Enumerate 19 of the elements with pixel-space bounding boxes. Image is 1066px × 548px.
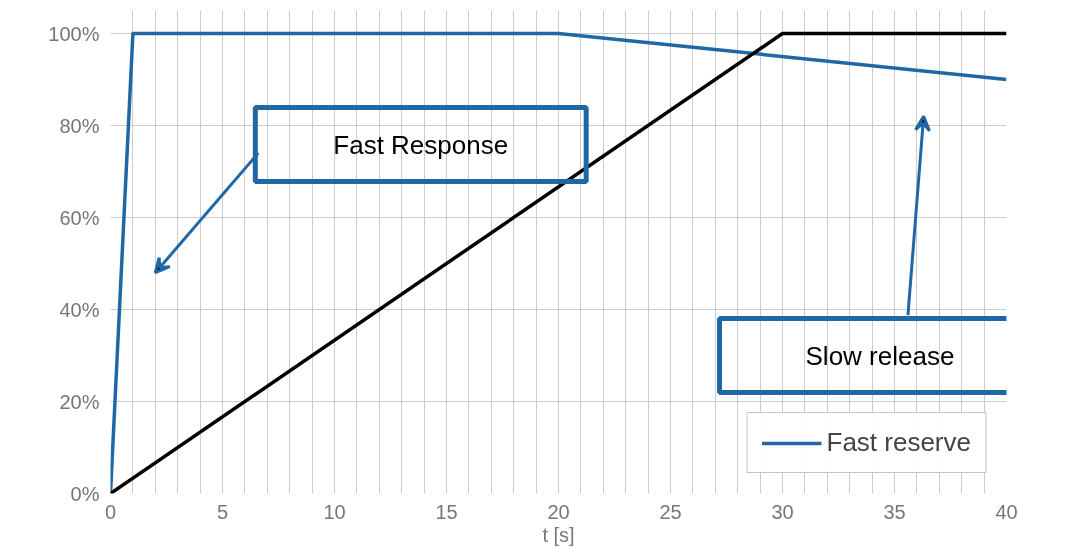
x-tick-label: 40 (995, 500, 1018, 523)
x-tick-label: 0 (104, 500, 117, 523)
y-tick-label: 100% (48, 22, 100, 45)
x-tick-label: 15 (435, 500, 458, 523)
x-tick-label: 5 (216, 500, 229, 523)
y-tick-label: 0% (70, 482, 100, 505)
y-tick-label: 20% (59, 390, 100, 413)
x-tick-label: 20 (547, 500, 570, 523)
y-tick-label: 40% (59, 298, 100, 321)
legend-label: Fast reserve (826, 427, 971, 458)
x-tick-label: 35 (883, 500, 906, 523)
annotation: Slow release (805, 340, 955, 371)
x-tick-label: 30 (771, 500, 794, 523)
y-tick-label: 60% (59, 206, 100, 229)
x-tick-label: 25 (659, 500, 682, 523)
x-tick-label: 10 (323, 500, 346, 523)
x-axis-title: t [s] (542, 523, 575, 546)
annotation: Fast Response (333, 129, 509, 160)
y-tick-label: 80% (59, 114, 100, 137)
